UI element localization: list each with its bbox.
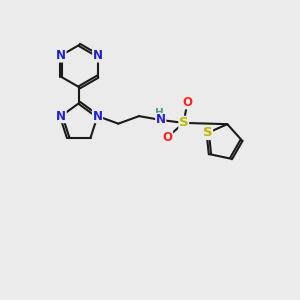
Text: S: S — [179, 116, 189, 129]
Text: O: O — [182, 96, 192, 109]
Text: N: N — [92, 110, 103, 123]
Text: O: O — [163, 130, 172, 143]
Text: N: N — [56, 49, 66, 62]
Text: N: N — [93, 49, 103, 62]
Text: H: H — [155, 108, 164, 118]
Text: N: N — [56, 110, 66, 123]
Text: S: S — [203, 126, 212, 140]
Text: N: N — [156, 113, 166, 126]
